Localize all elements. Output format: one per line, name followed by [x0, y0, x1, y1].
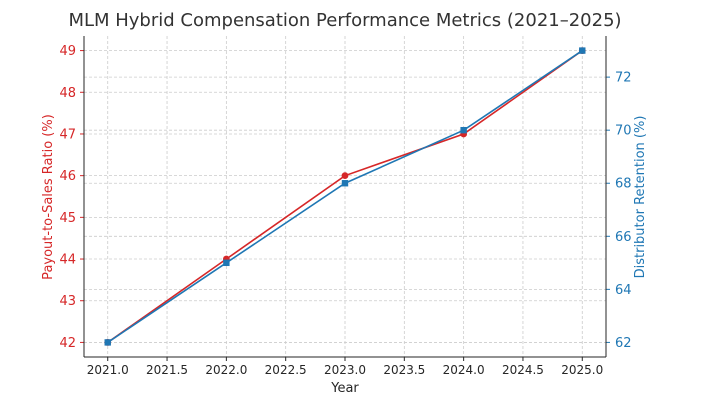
series-point-2 — [341, 180, 349, 187]
series-layer — [104, 47, 586, 346]
left-tick-label: 43 — [59, 294, 76, 309]
right-tick-label: 62 — [615, 336, 632, 351]
axes: 2021.0 2021.5 2022.0 2022.5 2023.0 2023.5 2024… — [59, 36, 632, 377]
x-tick-label: 2021.5 — [146, 363, 188, 377]
x-tick-label: 2023.5 — [383, 363, 425, 377]
left-axis-label: Payout-to-Sales Ratio (%) — [41, 114, 56, 280]
left-tick-label: 42 — [59, 336, 76, 351]
series-point-2 — [104, 339, 111, 346]
left-tick-label: 46 — [59, 169, 76, 184]
left-tick-label: 47 — [59, 127, 76, 142]
right-tick-label: 68 — [615, 177, 632, 192]
left-tick-label: 48 — [59, 86, 76, 101]
series-point-2 — [460, 126, 467, 134]
chart-title: MLM Hybrid Compensation Performance Metr… — [68, 10, 621, 31]
left-tick-label: 44 — [59, 253, 76, 268]
x-tick-label: 2021.0 — [87, 363, 129, 377]
x-tick-label: 2024.5 — [502, 363, 544, 377]
right-tick-label: 66 — [615, 230, 632, 245]
left-tick-label: 49 — [59, 44, 76, 59]
x-tick-label: 2022.5 — [265, 363, 307, 377]
x-tick-label: 2024.0 — [443, 363, 485, 377]
left-tick-label: 45 — [59, 211, 76, 226]
x-tick-label: 2022.0 — [205, 363, 247, 377]
right-tick-label: 64 — [615, 283, 632, 298]
series-point-1 — [341, 172, 349, 180]
x-axis-label: Year — [330, 381, 359, 396]
series-point-2 — [579, 47, 586, 54]
right-tick-label: 70 — [615, 124, 632, 139]
x-tick-label: 2023.0 — [324, 363, 366, 377]
right-tick-label: 72 — [615, 71, 632, 86]
series-point-2 — [223, 259, 230, 267]
right-axis-label: Distributor Retention (%) — [633, 116, 648, 279]
x-tick-label: 2025.0 — [561, 363, 603, 377]
